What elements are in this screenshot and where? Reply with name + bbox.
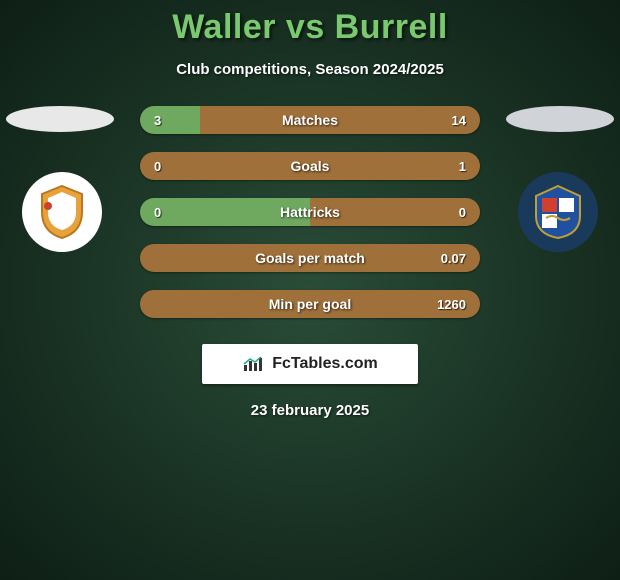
player-right-oval [506, 106, 614, 132]
logo-text: FcTables.com [272, 355, 378, 373]
chart-icon [242, 355, 266, 373]
stat-value-right: 0 [459, 205, 466, 220]
date-label: 23 february 2025 [0, 402, 620, 419]
comparison-card: Waller vs Burrell Club competitions, Sea… [0, 0, 620, 419]
stat-label: Goals [140, 158, 480, 174]
stat-value-right: 14 [452, 113, 466, 128]
page-title: Waller vs Burrell [0, 8, 620, 47]
stat-value-right: 1 [459, 159, 466, 174]
subtitle: Club competitions, Season 2024/2025 [0, 61, 620, 78]
player-left-oval [6, 106, 114, 132]
stats-area: 3Matches140Goals10Hattricks0Goals per ma… [0, 106, 620, 318]
stat-bar: 0Hattricks0 [140, 198, 480, 226]
shield-icon [32, 182, 92, 242]
stat-value-right: 1260 [437, 297, 466, 312]
stat-bars: 3Matches140Goals10Hattricks0Goals per ma… [140, 106, 480, 318]
stat-label: Min per goal [140, 296, 480, 312]
stat-bar: Goals per match0.07 [140, 244, 480, 272]
stat-label: Hattricks [140, 204, 480, 220]
stat-label: Goals per match [140, 250, 480, 266]
stat-label: Matches [140, 112, 480, 128]
crest-icon [528, 182, 588, 242]
club-badge-left [22, 172, 102, 252]
stat-bar: Min per goal1260 [140, 290, 480, 318]
stat-bar: 3Matches14 [140, 106, 480, 134]
club-badge-right [518, 172, 598, 252]
stat-value-right: 0.07 [441, 251, 466, 266]
fctables-logo[interactable]: FcTables.com [202, 344, 418, 384]
stat-bar: 0Goals1 [140, 152, 480, 180]
